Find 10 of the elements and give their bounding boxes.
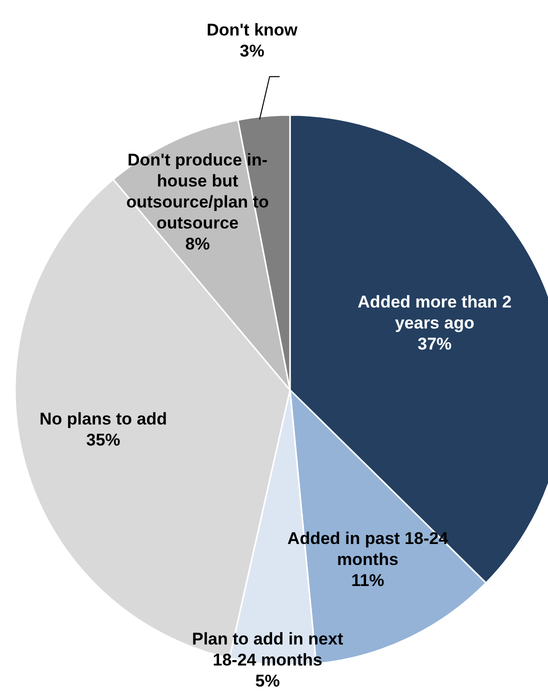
slice-label: Don't know [206, 20, 298, 40]
data-label: 37% [418, 334, 452, 353]
data-label: 5% [255, 670, 280, 690]
data-label: 35% [86, 430, 120, 450]
data-label: 11% [351, 570, 384, 590]
data-label: 8% [185, 234, 210, 253]
slice-label: No plans to add [40, 409, 168, 428]
data-label: 3% [240, 41, 264, 60]
slice-label: Plan to add in next 18-24 months [192, 628, 344, 669]
slice-label: Added more than 2 years ago [358, 292, 512, 332]
